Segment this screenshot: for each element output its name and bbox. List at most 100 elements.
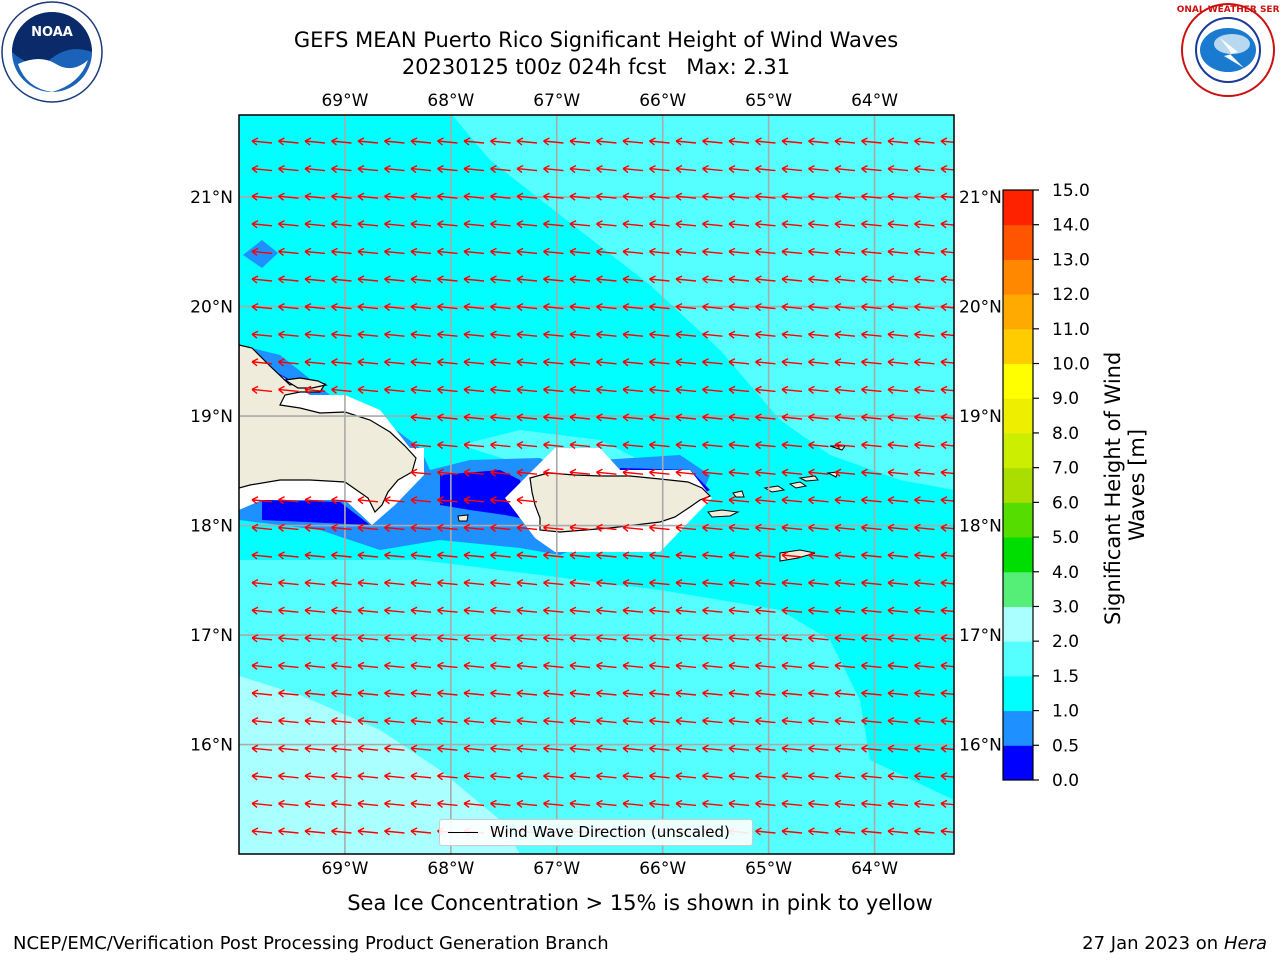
wind-arrow	[543, 716, 564, 726]
wind-arrow	[702, 413, 723, 422]
credit-left: NCEP/EMC/Verification Post Processing Pr…	[13, 933, 609, 954]
wind-arrow	[437, 578, 458, 588]
wind-arrow	[251, 689, 273, 698]
wind-arrow	[940, 799, 954, 808]
wind-arrow	[728, 247, 750, 256]
wind-arrow	[463, 302, 485, 312]
wind-arrow	[649, 661, 670, 670]
wind-arrow	[357, 302, 379, 312]
lon-label-top: 69°W	[321, 91, 368, 111]
wind-arrow	[649, 220, 670, 229]
wind-arrow	[463, 413, 485, 422]
wind-arrow	[675, 744, 697, 753]
wind-arrow	[384, 716, 405, 726]
lon-label-bottom: 65°W	[745, 859, 792, 879]
wind-arrow	[278, 634, 299, 643]
colorbar-tick-label: 11.0	[1052, 320, 1090, 340]
wind-arrow	[834, 247, 856, 256]
wind-arrow	[834, 496, 856, 505]
wind-arrow	[914, 468, 935, 477]
credit-date: 27 Jan 2023 on	[1082, 933, 1219, 954]
wind-arrow	[331, 496, 352, 505]
wind-arrow	[331, 220, 352, 229]
lon-label-top: 66°W	[639, 91, 686, 111]
wind-arrow	[384, 385, 405, 394]
wind-arrow	[437, 385, 458, 394]
wind-arrow	[808, 137, 829, 146]
lon-label-top: 67°W	[533, 91, 580, 111]
wind-arrow	[490, 661, 511, 670]
wind-arrow	[357, 799, 379, 808]
wind-arrow	[516, 772, 538, 781]
wind-arrow	[463, 772, 485, 781]
wind-arrow	[887, 744, 909, 753]
wind-arrow	[781, 220, 803, 229]
wind-arrow	[755, 661, 776, 670]
wind-arrow	[410, 523, 432, 532]
wind-arrow	[437, 275, 458, 284]
lat-label-left: 19°N	[190, 407, 233, 427]
wind-arrow	[251, 137, 273, 146]
wind-arrow	[543, 137, 564, 146]
wind-arrow	[675, 440, 697, 450]
wind-arrow	[251, 827, 273, 836]
wind-arrow	[278, 358, 299, 367]
wind-arrow	[463, 496, 485, 505]
wind-arrow	[251, 275, 273, 284]
chart-subtitle: 20230125 t00z 024h fcst Max: 2.31	[401, 55, 791, 79]
colorbar-segment	[1003, 398, 1033, 434]
wind-arrow	[490, 799, 511, 808]
wind-arrow	[702, 385, 723, 394]
wind-arrow	[861, 440, 882, 450]
wind-arrow	[543, 578, 564, 588]
wind-arrow	[463, 661, 485, 670]
wind-arrow	[887, 385, 909, 394]
wind-arrow	[834, 385, 856, 394]
wind-arrow	[622, 523, 644, 532]
wind-arrow	[622, 578, 644, 588]
wind-arrow	[940, 827, 954, 836]
wind-arrow	[596, 551, 617, 560]
wind-arrow	[755, 385, 776, 394]
wind-arrow	[516, 302, 538, 312]
wind-arrow	[781, 606, 803, 615]
wind-arrow	[569, 661, 591, 670]
wind-arrow	[808, 330, 829, 339]
wind-arrow	[410, 496, 432, 505]
wind-arrow	[861, 772, 882, 781]
wind-arrow	[834, 192, 856, 201]
wind-arrow	[649, 440, 670, 450]
wind-arrow	[357, 744, 379, 753]
wind-arrow	[755, 275, 776, 284]
wind-arrow	[940, 330, 954, 339]
wind-arrow	[702, 716, 723, 726]
wind-arrow	[410, 716, 432, 726]
wind-arrow	[728, 606, 750, 615]
wind-arrow	[702, 496, 723, 505]
wind-arrow	[516, 247, 538, 256]
wind-arrow	[622, 220, 644, 229]
wind-arrow	[410, 689, 432, 698]
lon-labels-bottom: 69°W 68°W 67°W 66°W 65°W 64°W	[321, 859, 898, 879]
wind-arrow	[649, 247, 670, 256]
wind-arrow	[437, 137, 458, 146]
wind-arrow	[251, 302, 273, 312]
wind-arrow	[384, 358, 405, 367]
colorbar-tick-label: 4.0	[1052, 563, 1079, 583]
wind-arrow	[940, 302, 954, 312]
wind-arrow	[728, 275, 750, 284]
wind-arrow	[490, 689, 511, 698]
wind-arrow	[622, 302, 644, 312]
wave-band-deep-2	[262, 500, 370, 525]
wind-arrow	[702, 523, 723, 532]
wind-arrow	[516, 634, 538, 643]
wind-arrow	[331, 606, 352, 615]
wind-arrow	[357, 164, 379, 174]
wind-arrow	[914, 385, 935, 394]
wind-arrow	[304, 330, 326, 339]
wind-arrow	[887, 827, 909, 836]
nws-logo-text: NATIONAL WEATHER SERVICE	[1176, 5, 1280, 15]
wind-arrow	[887, 716, 909, 726]
wind-arrow	[596, 330, 617, 339]
wind-arrow	[940, 192, 954, 201]
